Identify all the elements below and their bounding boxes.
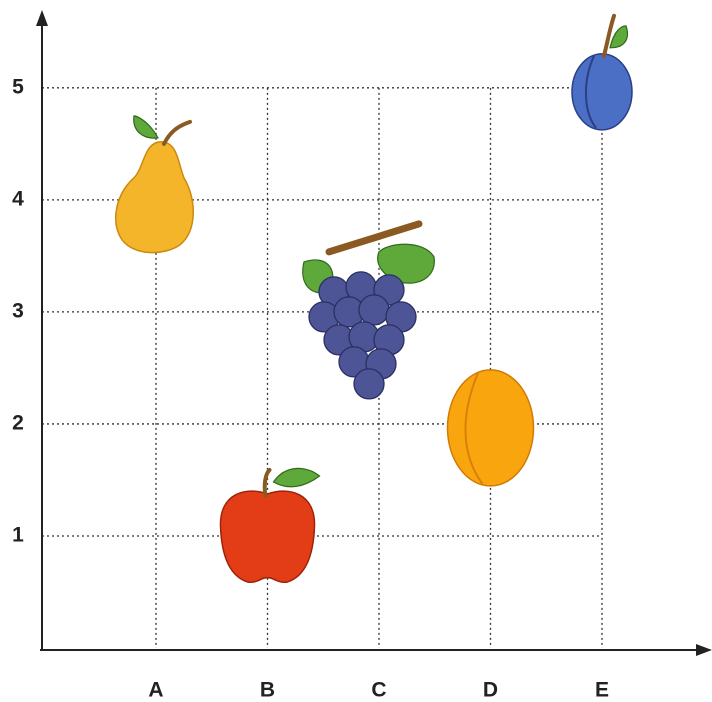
leaf: [133, 115, 159, 139]
leaf: [272, 467, 321, 488]
stem: [602, 13, 616, 58]
point-marker: [219, 467, 321, 584]
x-tick-label: A: [148, 679, 163, 702]
grape: [358, 294, 390, 326]
grape: [353, 368, 385, 400]
pear-body: [115, 141, 194, 254]
leaf: [609, 25, 629, 49]
stem: [162, 119, 192, 146]
apricot-body: [446, 369, 535, 487]
apple-body: [219, 490, 316, 584]
x-tick-label: E: [595, 679, 609, 702]
y-tick-label: 5: [12, 75, 24, 98]
point-marker: [302, 220, 435, 400]
point-marker: [446, 369, 535, 487]
plum-body: [571, 53, 633, 131]
x-tick-label: B: [260, 679, 275, 702]
y-tick-label: 3: [12, 299, 24, 322]
plum-crease: [584, 55, 597, 129]
apricot-crease: [464, 371, 484, 485]
y-tick-label: 2: [12, 411, 24, 434]
point-marker: [115, 115, 194, 254]
stem: [262, 467, 272, 498]
point-marker: [571, 13, 633, 131]
y-axis-arrow: [36, 10, 48, 26]
y-tick-label: 4: [12, 187, 24, 210]
y-tick-label: 1: [12, 524, 24, 547]
x-axis-arrow: [696, 644, 712, 656]
x-tick-label: D: [483, 679, 498, 702]
leaf: [377, 243, 435, 284]
grape-stem: [325, 220, 423, 256]
x-tick-label: C: [371, 679, 386, 702]
